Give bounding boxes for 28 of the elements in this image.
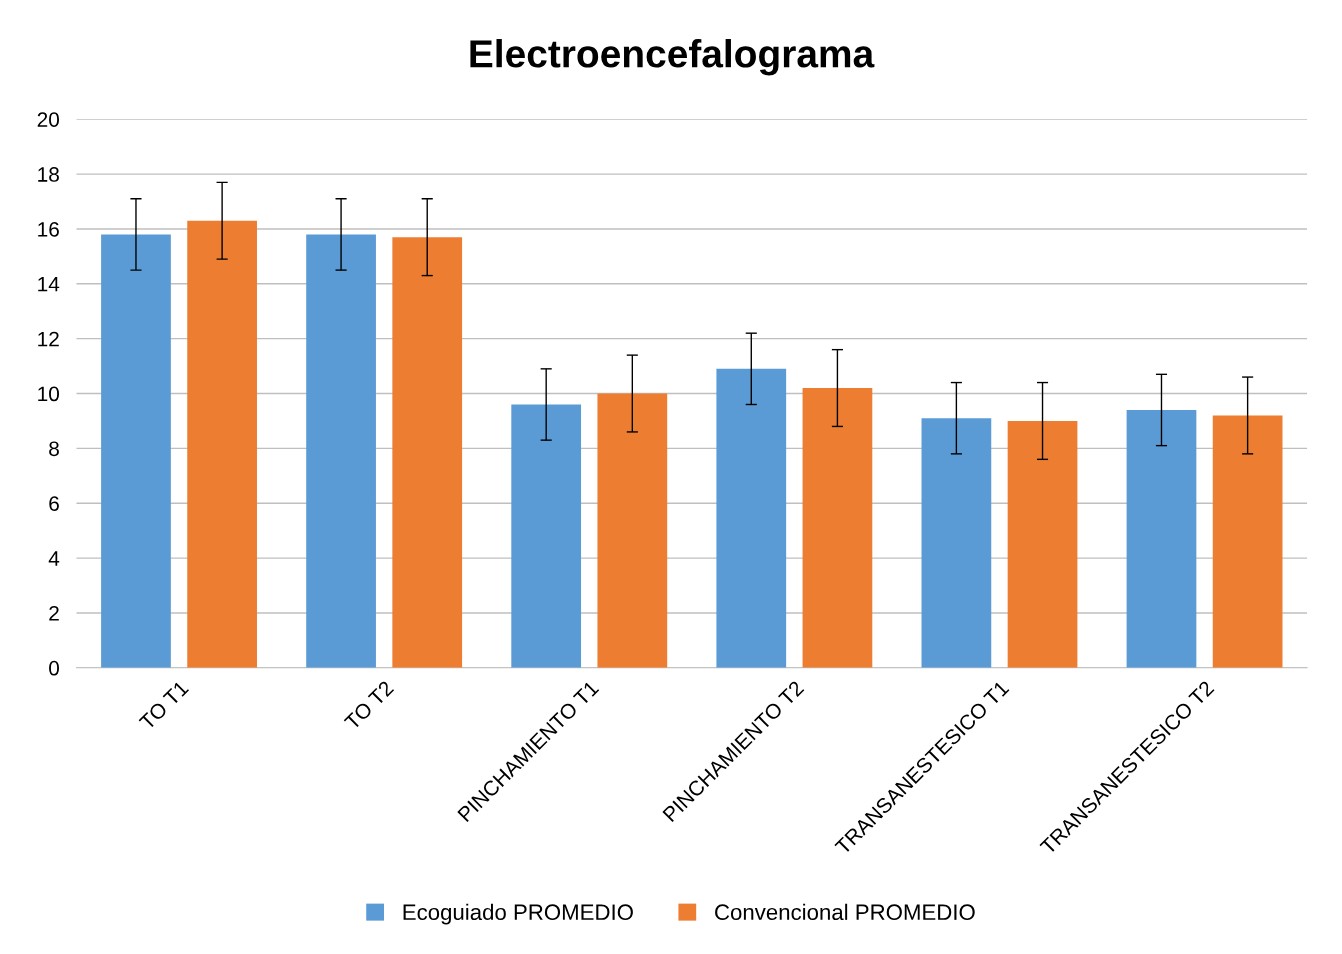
y-tick-label: 8 xyxy=(49,441,59,457)
bar xyxy=(101,234,171,668)
bar xyxy=(187,220,257,668)
bar xyxy=(1007,420,1078,668)
y-tick-label: 18 xyxy=(38,167,59,182)
bar xyxy=(802,388,873,668)
bar xyxy=(921,418,992,668)
chart-title: Electroencefalograma xyxy=(470,39,875,76)
legend-label: Convencional PROMEDIO xyxy=(715,903,975,921)
y-tick-label: 0 xyxy=(49,660,60,676)
y-tick-label: 12 xyxy=(38,331,59,347)
y-tick-label: 2 xyxy=(49,605,59,621)
y-tick-label: 10 xyxy=(38,386,60,402)
legend-label: Ecoguiado PROMEDIO xyxy=(403,903,633,925)
y-tick-label: 4 xyxy=(48,551,60,566)
bar xyxy=(306,234,376,668)
y-tick-label: 6 xyxy=(49,496,59,511)
y-tick-label: 20 xyxy=(37,112,60,127)
y-tick-label: 16 xyxy=(38,221,59,237)
x-tick-label: TO T1 xyxy=(138,680,190,731)
bar xyxy=(392,237,463,668)
bar xyxy=(597,393,668,668)
bar xyxy=(511,404,582,668)
bar xyxy=(1126,409,1197,668)
y-tick-label: 14 xyxy=(38,277,60,292)
bar xyxy=(716,368,787,668)
bar xyxy=(1212,415,1283,668)
x-tick-label: TO T2 xyxy=(343,680,395,731)
